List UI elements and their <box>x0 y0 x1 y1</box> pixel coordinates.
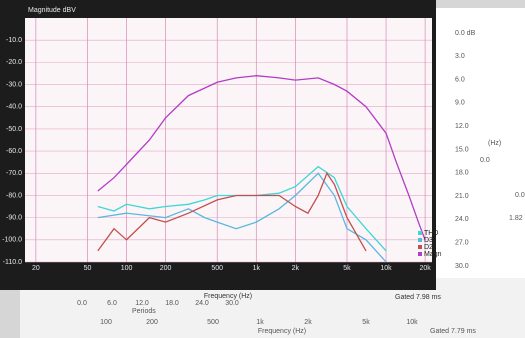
legend-label: Magn <box>424 251 442 258</box>
legend-swatch <box>418 238 422 242</box>
annotation: Gated 7.98 ms <box>395 294 441 301</box>
background-tick: 200 <box>146 319 158 326</box>
x-tick-label: 200 <box>160 265 172 272</box>
background-scale-label: 15.0 <box>455 146 469 153</box>
background-scale-label: 0.0 dB <box>455 30 476 37</box>
background-tick: 100 <box>100 319 112 326</box>
background-scale-label: 21.0 <box>455 193 469 200</box>
y-tick-label: -30.0 <box>6 81 22 88</box>
background-tick: 2k <box>304 319 312 326</box>
x-tick-label: 1k <box>253 265 261 272</box>
background-scale-label: 6.0 <box>455 76 465 83</box>
y-tick-label: -20.0 <box>6 59 22 66</box>
legend-label: THD <box>424 230 438 237</box>
background-tick: 500 <box>207 319 219 326</box>
legend-label: D3 <box>424 237 433 244</box>
legend-swatch <box>418 245 422 249</box>
x-axis-label: Frequency (Hz) <box>204 293 252 300</box>
plot-area <box>25 18 432 262</box>
x-tick-label: 20 <box>32 265 40 272</box>
background-scale-label: 12.0 <box>455 123 469 130</box>
background-tick: 0.0 <box>77 300 87 307</box>
x-tick-label: 50 <box>84 265 92 272</box>
series-line <box>97 172 387 263</box>
y-tick-label: -110.0 <box>3 259 22 266</box>
y-tick-label: -60.0 <box>6 148 22 155</box>
background-scale-label: 3.0 <box>455 53 465 60</box>
background-label: Periods <box>132 308 156 315</box>
y-axis-label: Magnitude dBV <box>28 7 76 14</box>
y-tick-label: -40.0 <box>6 104 22 111</box>
series-line <box>97 171 367 252</box>
background-fragment: 0.0 <box>480 157 490 164</box>
background-tick: 5k <box>362 319 370 326</box>
background-scale-label: 9.0 <box>455 100 465 107</box>
x-tick-label: 500 <box>211 265 223 272</box>
y-tick-label: -50.0 <box>6 126 22 133</box>
background-window-right <box>436 8 525 288</box>
background-tick: 18.0 <box>165 300 179 307</box>
background-fragment: 1.82 <box>509 215 523 222</box>
background-scale-label: 18.0 <box>455 170 469 177</box>
background-scale-label: 27.0 <box>455 240 469 247</box>
y-tick-label: -70.0 <box>6 170 22 177</box>
y-tick-label: -90.0 <box>6 214 22 221</box>
background-label: Frequency (Hz) <box>258 328 306 335</box>
background-tick: 10k <box>406 319 418 326</box>
background-scale-label: 24.0 <box>455 216 469 223</box>
legend-swatch <box>418 231 422 235</box>
y-tick-label: -80.0 <box>6 192 22 199</box>
background-scale-label: 30.0 <box>455 263 469 270</box>
background-fragment: 0.0 <box>515 192 525 199</box>
background-label: Gated 7.79 ms <box>430 328 476 335</box>
x-tick-label: 100 <box>121 265 133 272</box>
x-tick-label: 5k <box>343 265 351 272</box>
legend-label: D2 <box>424 244 433 251</box>
x-tick-label: 2k <box>292 265 300 272</box>
x-tick-label: 10k <box>380 265 392 272</box>
background-tick: 24.0 <box>195 300 209 307</box>
background-fragment: (Hz) <box>488 140 501 147</box>
y-tick-label: -10.0 <box>6 37 22 44</box>
x-tick-label: 20k <box>419 265 431 272</box>
legend-swatch <box>418 252 422 256</box>
background-tick: 12.0 <box>135 300 149 307</box>
background-tick: 6.0 <box>107 300 117 307</box>
series-line <box>97 75 426 241</box>
background-tick: 1k <box>256 319 264 326</box>
y-tick-label: -100.0 <box>2 237 22 244</box>
background-tick: 30.0 <box>225 300 239 307</box>
